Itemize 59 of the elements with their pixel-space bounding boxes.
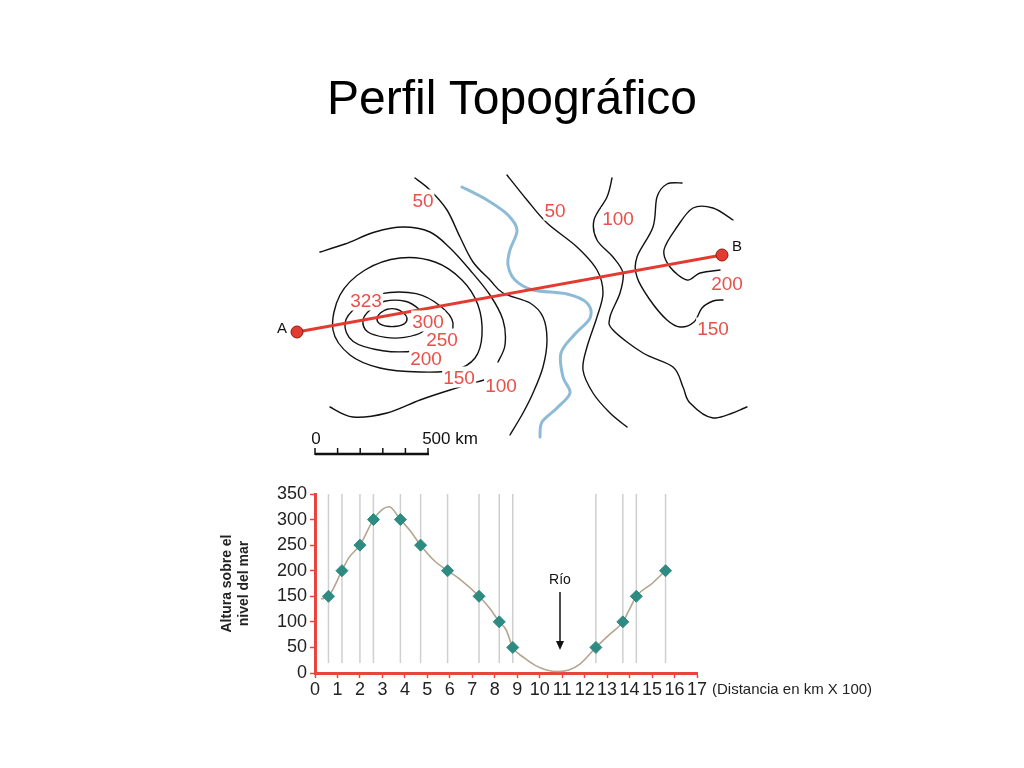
point xyxy=(441,564,455,578)
x-tick-label: 14 xyxy=(619,678,640,699)
y-tick-label: 250 xyxy=(276,534,307,555)
text: 0 xyxy=(311,428,321,448)
x-tick-label: 8 xyxy=(489,678,500,699)
x-tick-label: 3 xyxy=(377,678,388,699)
x-tick-label: 17 xyxy=(686,678,708,699)
x-tick-label: 5 xyxy=(422,678,433,699)
text: 150 xyxy=(696,317,730,339)
point xyxy=(414,538,428,552)
x-tick-label: 10 xyxy=(529,678,550,699)
text: 200 xyxy=(409,347,443,369)
point xyxy=(659,564,673,578)
text: 100 xyxy=(601,207,635,229)
text: 500 km xyxy=(422,428,478,448)
y-tick-label: 350 xyxy=(276,482,307,503)
point xyxy=(629,589,643,603)
annotation: Río xyxy=(549,571,572,587)
y-tick-label: 0 xyxy=(296,661,307,682)
point xyxy=(492,615,506,629)
point xyxy=(353,538,367,552)
text: 100 xyxy=(484,374,518,396)
x-tick-label: 16 xyxy=(664,678,685,699)
text: 200 xyxy=(710,272,744,294)
text: B xyxy=(731,236,743,254)
text: Perfil Topográfico xyxy=(326,70,698,126)
point xyxy=(472,589,486,603)
y-tick-label: 300 xyxy=(276,508,307,529)
point xyxy=(321,589,335,603)
x-tick-label: 15 xyxy=(642,678,663,699)
text: A xyxy=(276,318,288,336)
point xyxy=(366,513,380,527)
text: 300 xyxy=(411,310,445,332)
x-tick-label: 11 xyxy=(552,678,572,699)
text: 323 xyxy=(349,289,383,311)
y-tick-label: 50 xyxy=(286,636,307,657)
x-axis-title: (Distancia en km X 100) xyxy=(712,680,873,698)
x-tick-label: 2 xyxy=(354,678,365,699)
text: 150 xyxy=(442,366,476,388)
y-axis-title: Altura sobre el nivel del mar xyxy=(218,534,252,633)
x-tick-label: 1 xyxy=(332,678,343,699)
point xyxy=(335,564,349,578)
x-tick-label: 4 xyxy=(399,678,410,699)
point xyxy=(616,615,630,629)
x-tick-label: 13 xyxy=(597,678,618,699)
x-tick-label: 7 xyxy=(467,678,478,699)
x-tick-label: 6 xyxy=(444,678,455,699)
y-tick-label: 150 xyxy=(276,585,307,606)
point xyxy=(506,640,520,654)
y-tick-label: 200 xyxy=(276,559,307,580)
point xyxy=(393,513,407,527)
x-tick-label: 12 xyxy=(574,678,595,699)
x-tick-label: 9 xyxy=(512,678,523,699)
text: 50 xyxy=(411,189,435,211)
text: 250 xyxy=(425,328,459,350)
x-tick-label: 0 xyxy=(309,678,321,699)
point xyxy=(589,640,603,654)
y-tick-label: 100 xyxy=(276,610,307,631)
text: 50 xyxy=(543,199,567,221)
